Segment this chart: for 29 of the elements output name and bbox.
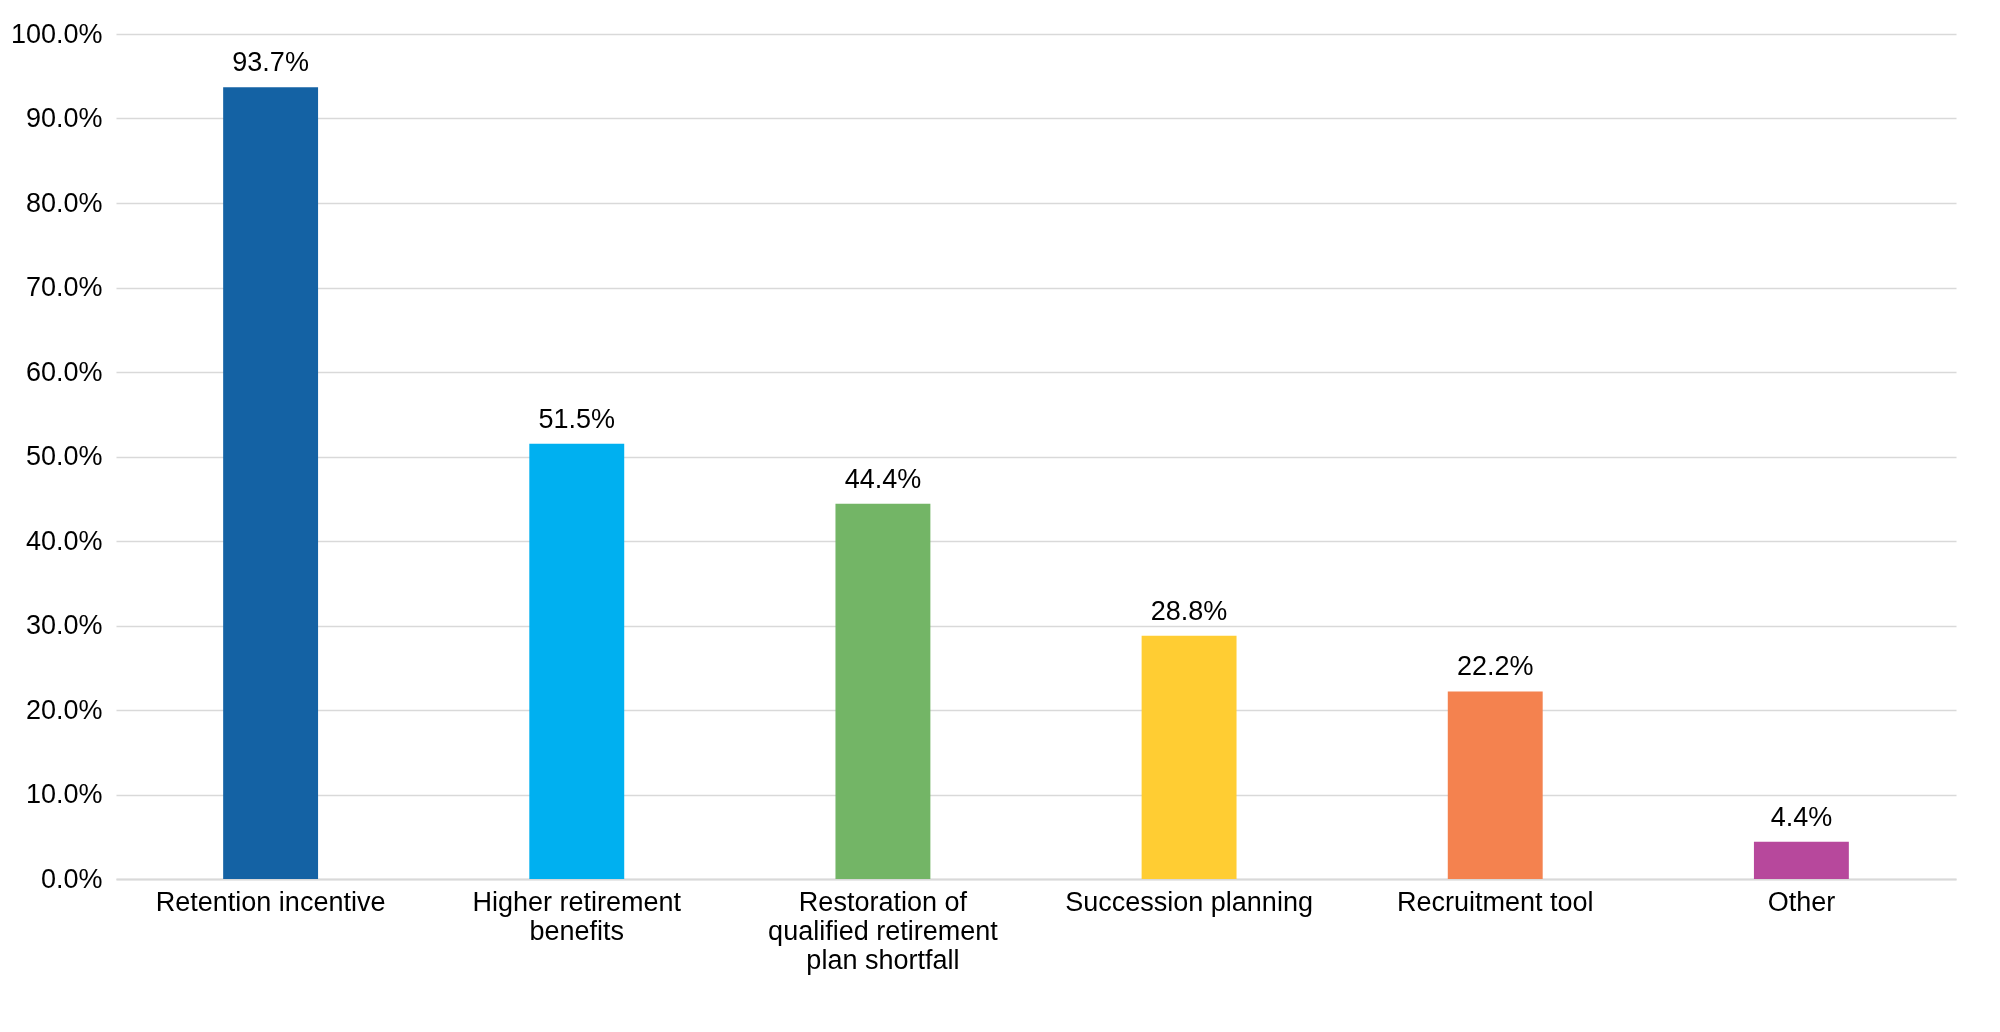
- data-label: 44.4%: [844, 463, 922, 494]
- y-tick-label: 50.0%: [25, 441, 103, 471]
- data-label: 22.2%: [1456, 651, 1534, 682]
- x-tick-label: Retention incentive: [155, 886, 386, 917]
- x-tick-label: Other: [1767, 886, 1836, 917]
- data-label: 28.8%: [1150, 595, 1228, 626]
- data-label: 51.5%: [538, 403, 616, 434]
- y-tick-label: 70.0%: [25, 272, 103, 302]
- x-tick-label: Higher retirement benefits: [472, 886, 682, 946]
- y-tick-label: 10.0%: [25, 779, 103, 809]
- bar: [1447, 691, 1543, 879]
- x-tick-label: Recruitment tool: [1396, 886, 1594, 917]
- bar: [1141, 635, 1237, 879]
- y-tick-label: 30.0%: [25, 610, 103, 640]
- bar: [529, 443, 625, 879]
- x-tick-label: Restoration of qualified retirement plan shortfall: [768, 886, 999, 975]
- data-label: 4.4%: [1770, 801, 1833, 832]
- x-tick-label: Succession planning: [1065, 886, 1313, 917]
- y-tick-label: 80.0%: [25, 187, 103, 218]
- y-tick-label: 100.0%: [10, 18, 103, 49]
- y-tick-label: 0.0%: [40, 863, 103, 894]
- y-tick-label: 90.0%: [25, 103, 103, 133]
- y-tick-label: 40.0%: [25, 525, 103, 556]
- y-tick-label: 60.0%: [25, 356, 103, 387]
- data-label: 93.7%: [232, 47, 309, 78]
- bar: [223, 87, 319, 879]
- y-tick-label: 20.0%: [25, 694, 103, 725]
- bar: [835, 503, 931, 879]
- bar: [1753, 841, 1849, 879]
